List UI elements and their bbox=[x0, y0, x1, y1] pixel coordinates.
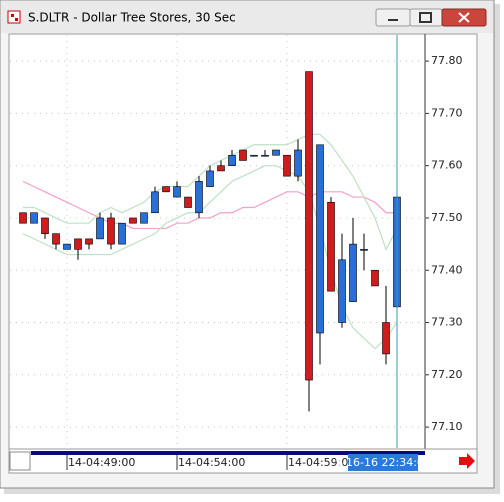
candle-body bbox=[162, 186, 170, 193]
minimize-button[interactable] bbox=[375, 8, 411, 27]
candle-body bbox=[41, 217, 49, 234]
y-tick-label: 77.70 bbox=[431, 106, 463, 119]
candle-body bbox=[173, 186, 181, 198]
overlay-line bbox=[22, 180, 397, 230]
y-tick-label: 77.20 bbox=[431, 368, 463, 381]
scrollbar[interactable] bbox=[31, 451, 425, 455]
candle-body bbox=[195, 181, 203, 214]
scroll-right-arrow[interactable] bbox=[459, 453, 475, 469]
crosshair-label: 5-16-16 22:34:00 bbox=[335, 456, 431, 469]
candle-body bbox=[316, 144, 324, 334]
y-tick-label: 77.60 bbox=[431, 159, 463, 172]
y-tick-label: 77.40 bbox=[431, 263, 463, 276]
y-tick-label: 77.30 bbox=[431, 316, 463, 329]
candle-body bbox=[327, 201, 335, 292]
x-tick-label: 14-04:54:00 bbox=[178, 456, 245, 469]
candle-body bbox=[294, 149, 302, 177]
candle-body bbox=[184, 196, 192, 208]
candle-body bbox=[217, 165, 225, 172]
crosshair-label-box bbox=[348, 454, 418, 471]
candle-body bbox=[206, 170, 214, 187]
candle-body bbox=[107, 217, 115, 245]
maximize-icon bbox=[419, 12, 432, 23]
window-title: S.DLTR - Dollar Tree Stores, 30 Sec bbox=[28, 11, 236, 25]
candle-body bbox=[261, 154, 269, 157]
y-tick-label: 77.10 bbox=[431, 420, 463, 433]
candle-body bbox=[228, 154, 236, 166]
candle-body bbox=[239, 149, 247, 161]
window-icon-dot bbox=[15, 18, 18, 21]
candle-body bbox=[250, 154, 258, 157]
plot: 77.10 77.20 77.30 77.40 77.50 77.60 77.70 77.80… bbox=[10, 35, 463, 471]
candle-body bbox=[30, 212, 38, 224]
candle-body bbox=[140, 212, 148, 224]
y-tick-label: 77.80 bbox=[431, 54, 463, 67]
scroll-corner[interactable] bbox=[9, 451, 31, 471]
candle-body bbox=[360, 249, 368, 251]
candle-body bbox=[382, 322, 390, 355]
candle-body bbox=[74, 238, 82, 250]
candle-body bbox=[85, 238, 93, 245]
candle-body bbox=[272, 149, 280, 156]
candle-body bbox=[129, 217, 137, 224]
candle-body bbox=[371, 269, 379, 287]
candle-body bbox=[63, 243, 71, 250]
candle-body bbox=[52, 233, 60, 245]
candle-body bbox=[151, 191, 159, 214]
y-tick-label: 77.50 bbox=[431, 211, 463, 224]
candle-body bbox=[283, 154, 291, 177]
maximize-button[interactable] bbox=[409, 8, 443, 27]
candle-body bbox=[338, 259, 346, 323]
candle-body bbox=[96, 217, 104, 240]
candle-body bbox=[118, 222, 126, 245]
x-tick-label: 14-04:49:00 bbox=[68, 456, 135, 469]
window-icon-dot bbox=[11, 14, 14, 17]
candle-body bbox=[349, 243, 357, 302]
candle-body bbox=[19, 212, 27, 224]
candle-body bbox=[305, 71, 313, 381]
close-icon bbox=[458, 12, 470, 23]
x-tick-label: 14-04:59:00 bbox=[288, 456, 355, 469]
